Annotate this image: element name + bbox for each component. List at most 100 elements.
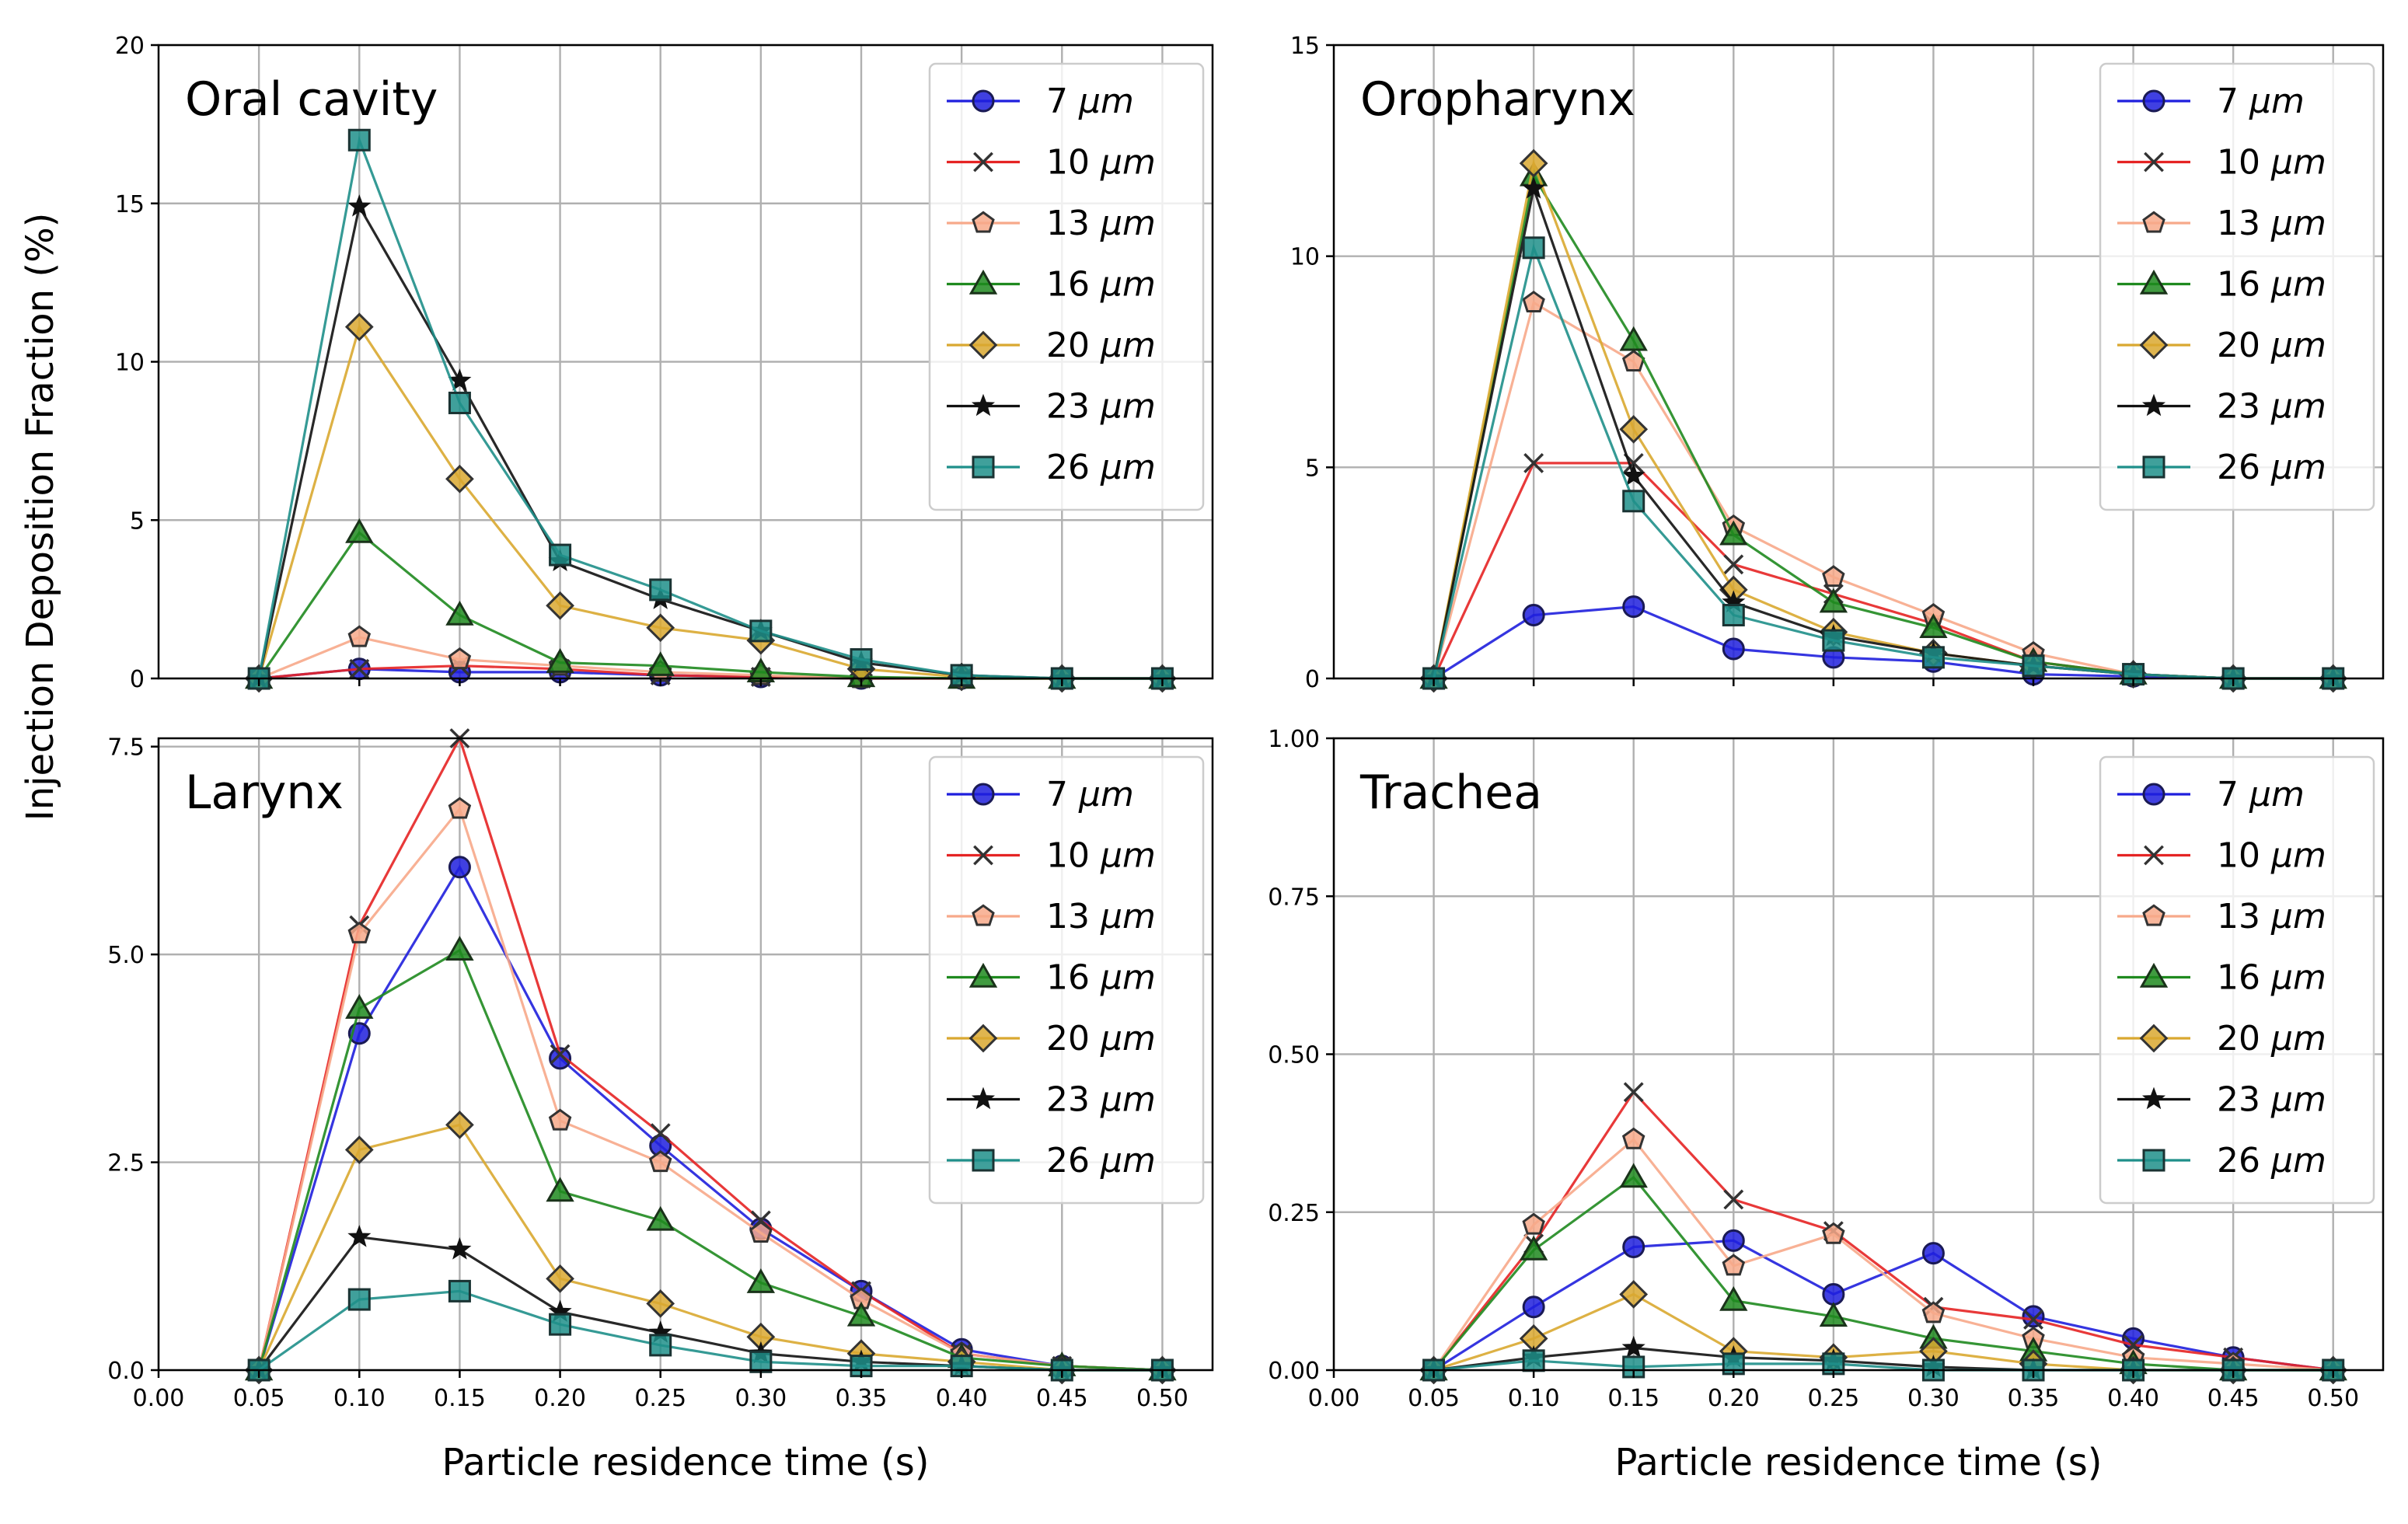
- data-point-13-m: [1621, 1127, 1645, 1149]
- data-point-23-m: [1621, 1335, 1645, 1358]
- data-point-10-m: [650, 1123, 671, 1144]
- data-point-13-m: [1522, 290, 1545, 312]
- legend-label-10-m: 10 µm: [1046, 143, 1156, 183]
- legend-marker-23-m: [971, 1086, 996, 1110]
- data-point-13-m: [648, 1150, 672, 1173]
- data-point-26-m: [2022, 654, 2045, 678]
- data-point-13-m: [448, 647, 472, 670]
- data-point-26-m: [448, 1279, 471, 1303]
- legend-marker-20-m: [2139, 330, 2169, 360]
- x-tick-label: 0.10: [333, 1385, 386, 1412]
- data-point-13-m: [1822, 565, 1845, 588]
- series-line-7-m: [257, 864, 1163, 1372]
- series-line-16-m: [257, 948, 1163, 1372]
- x-tick-label: 0.30: [1907, 1385, 1960, 1412]
- x-tick-label: 0.40: [2107, 1385, 2159, 1412]
- panel-title: Oral cavity: [185, 72, 438, 127]
- legend-marker-16-m: [2139, 269, 2169, 295]
- legend-label-16-m: 16 µm: [2217, 958, 2326, 998]
- data-point-23-m: [347, 194, 372, 217]
- data-point-20-m: [445, 464, 474, 493]
- y-tick-label: 0.50: [1268, 1042, 1320, 1069]
- data-point-16-m: [345, 994, 374, 1019]
- x-tick-label: 0.15: [1607, 1385, 1659, 1412]
- data-point-26-m: [1722, 604, 1745, 626]
- data-point-7-m: [549, 1047, 572, 1070]
- data-point-7-m: [1822, 1282, 1845, 1306]
- data-point-13-m: [448, 797, 472, 819]
- data-point-16-m: [646, 1205, 675, 1231]
- data-point-7-m: [1722, 637, 1745, 661]
- legend: 7 µm 10 µm 13 µm 16 µm 20 µm 23 µm 26 µm: [928, 755, 1205, 1205]
- legend-label-26-m: 26 µm: [1046, 1141, 1156, 1180]
- data-point-20-m: [546, 591, 574, 620]
- y-tick-label: 10: [1290, 244, 1320, 271]
- data-point-26-m: [749, 619, 773, 643]
- x-tick-label: 0.00: [1308, 1385, 1360, 1412]
- data-point-20-m: [1619, 1280, 1649, 1309]
- legend-marker-7-m: [2142, 89, 2165, 113]
- x-tick-label: 0.35: [2008, 1385, 2060, 1412]
- data-point-16-m: [1819, 588, 1848, 613]
- legend-marker-23-m: [971, 393, 996, 417]
- x-tick-label: 0.20: [1708, 1385, 1760, 1412]
- legend-label-23-m: 23 µm: [2217, 387, 2326, 427]
- legend-marker-26-m: [972, 1149, 995, 1172]
- data-point-26-m: [347, 1288, 371, 1311]
- series-line-23-m: [257, 1236, 1163, 1372]
- series-line-26-m: [257, 135, 1163, 680]
- y-tick-label: 0: [1305, 666, 1320, 693]
- data-point-13-m: [548, 1108, 572, 1131]
- data-point-26-m: [850, 648, 873, 671]
- data-point-20-m: [646, 613, 675, 643]
- legend-label-13-m: 13 µm: [1046, 897, 1156, 936]
- legend-label-16-m: 16 µm: [1046, 265, 1156, 305]
- x-tick-label: 0.05: [1408, 1385, 1460, 1412]
- data-point-13-m: [1921, 1301, 1946, 1323]
- series-line-26-m: [1433, 243, 2333, 680]
- x-tick-label: 0.30: [735, 1385, 787, 1412]
- legend-marker-26-m: [2142, 1149, 2165, 1172]
- y-tick-label: 5: [130, 507, 145, 535]
- data-point-10-m: [1723, 1189, 1744, 1210]
- data-point-20-m: [646, 1289, 675, 1318]
- legend-label-13-m: 13 µm: [2217, 897, 2326, 936]
- data-point-10-m: [550, 1044, 571, 1065]
- legend-marker-16-m: [968, 962, 998, 988]
- data-point-13-m: [347, 921, 372, 943]
- series-line-16-m: [257, 531, 1163, 680]
- data-point-26-m: [1822, 629, 1845, 652]
- legend-label-23-m: 23 µm: [1046, 1080, 1156, 1120]
- legend-label-26-m: 26 µm: [2217, 1141, 2326, 1180]
- data-point-23-m: [1621, 463, 1645, 486]
- series-line-10-m: [1433, 1090, 2333, 1372]
- legend-marker-13-m: [2142, 211, 2165, 233]
- panel-trachea: 0.00 0.05 0.10 0.15 0.20 0.25 0.30 0.35 0.40 0.45…: [1268, 726, 2385, 1484]
- data-point-10-m: [1623, 1082, 1644, 1103]
- legend-label-20-m: 20 µm: [2217, 326, 2326, 365]
- data-point-26-m: [649, 1334, 672, 1357]
- data-point-13-m: [1822, 1222, 1845, 1244]
- data-point-13-m: [347, 625, 372, 647]
- legend-label-13-m: 13 µm: [1046, 204, 1156, 243]
- x-tick-label: 0.50: [1136, 1385, 1188, 1412]
- series-line-26-m: [258, 1289, 1163, 1372]
- series-line-13-m: [258, 636, 1163, 680]
- legend-box: [928, 755, 1205, 1205]
- legend-marker-13-m: [972, 211, 995, 233]
- data-point-16-m: [1619, 326, 1648, 351]
- data-point-16-m: [1519, 1235, 1548, 1261]
- data-point-16-m: [1719, 1285, 1748, 1311]
- legend-marker-13-m: [972, 904, 995, 926]
- data-point-16-m: [345, 518, 374, 543]
- y-tick-label: 20: [115, 33, 145, 60]
- y-tick-label: 0: [130, 666, 145, 693]
- legend-marker-23-m: [2141, 1086, 2166, 1110]
- data-point-13-m: [1722, 1254, 1746, 1276]
- axes-frame: [157, 737, 1214, 1372]
- legend-marker-13-m: [2142, 904, 2165, 926]
- legend-box: [928, 62, 1205, 511]
- data-point-26-m: [448, 391, 471, 414]
- data-point-26-m: [1921, 646, 1945, 669]
- data-point-7-m: [1522, 604, 1545, 626]
